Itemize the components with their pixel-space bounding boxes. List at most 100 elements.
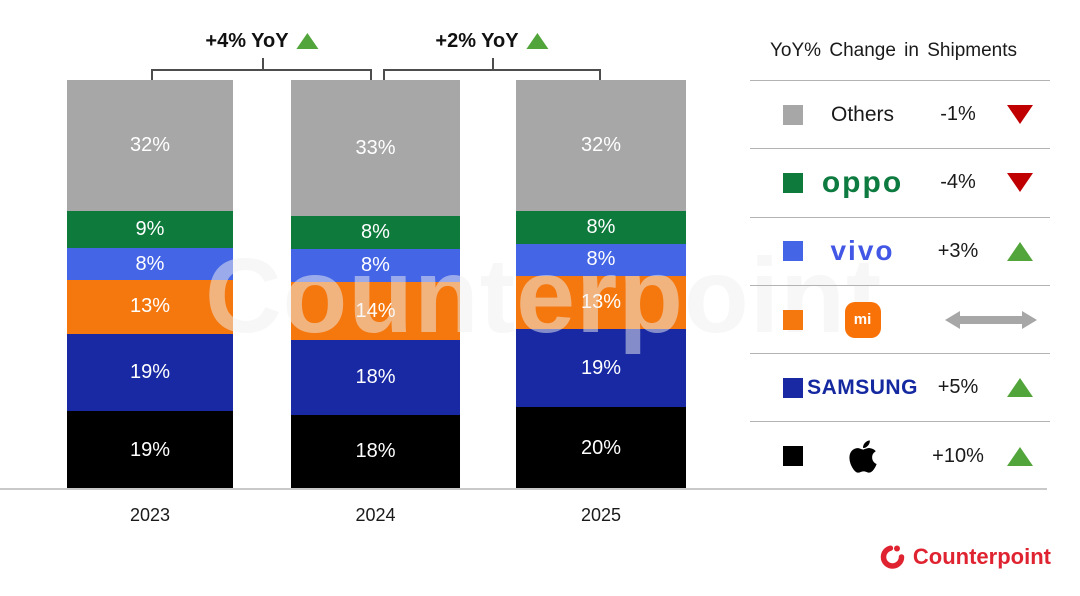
indicator-cell [994, 105, 1046, 125]
legend-row-apple: +10% [750, 421, 1050, 489]
bar-segment-apple-2025: 20% [516, 407, 686, 489]
bar-segment-samsung-2024: 18% [291, 340, 460, 415]
x-axis-label-2024: 2024 [355, 505, 396, 525]
bar-2025: 32% 8% 8% 13% 19% 20% [516, 80, 686, 489]
legend-panel: YoY% Change in Shipments Others -1% oppo -4… [750, 30, 1050, 490]
bar-segment-xiaomi-2025: 13% [516, 276, 686, 330]
apple-logo [848, 438, 877, 475]
up-triangle-icon [1007, 446, 1033, 466]
segment-value-label: 19% [129, 438, 171, 461]
bar-segment-apple-2024: 18% [291, 414, 460, 489]
xiaomi-logo: mi [844, 301, 881, 338]
bar-segment-apple-2023: 19% [67, 411, 233, 489]
segment-value-label: 18% [355, 440, 396, 463]
up-triangle-icon [1007, 241, 1033, 261]
segment-value-label: 32% [129, 133, 171, 156]
x-axis-label-2023: 2023 [129, 505, 171, 525]
flat-double-arrow-icon [945, 309, 1037, 331]
x-axis-line [0, 488, 1047, 490]
legend-swatch-oppo [783, 172, 803, 193]
legend-swatch-others [783, 104, 803, 125]
yoy-bracket-2023-2024 [151, 69, 372, 80]
legend-row-others: Others -1% [750, 80, 1050, 148]
counterpoint-icon [879, 543, 906, 570]
legend-change-value: +5% [937, 376, 979, 399]
segment-value-label: 8% [361, 221, 390, 244]
yoy-bracket-tick [492, 58, 494, 70]
segment-value-label: 13% [580, 291, 622, 314]
legend-row-samsung: SAMSUNG +5% [750, 353, 1050, 421]
segment-value-label: 20% [580, 436, 622, 459]
oppo-logo: oppo [821, 165, 904, 199]
legend-brand-cell: SAMSUNG [803, 377, 922, 398]
legend-brand-cell: Others [803, 103, 922, 127]
up-triangle-icon [1007, 378, 1033, 398]
legend-swatch-apple [783, 446, 803, 467]
yoy-annotation-text: +2% YoY [435, 29, 519, 52]
bar-segment-oppo-2024: 8% [291, 216, 460, 250]
legend-brand-cell: mi [803, 301, 922, 338]
bar-segment-samsung-2025: 19% [516, 329, 686, 408]
legend-change-value: -4% [940, 171, 976, 194]
segment-value-label: 19% [580, 356, 622, 379]
down-triangle-icon [1007, 105, 1033, 125]
bar-segment-vivo-2025: 8% [516, 243, 686, 277]
segment-value-label: 8% [135, 252, 165, 275]
up-arrow-icon [526, 33, 549, 49]
bar-2023: 32% 9% 8% 13% 19% 19% [67, 80, 233, 489]
others-label: Others [830, 102, 895, 126]
xiaomi-mi-text: mi [853, 311, 872, 329]
segment-value-label: 8% [586, 248, 616, 271]
yoy-annotation-text: +4% YoY [205, 29, 289, 52]
legend-swatch-xiaomi [783, 309, 803, 330]
indicator-cell [945, 309, 1046, 331]
bar-segment-vivo-2024: 8% [291, 249, 460, 283]
legend-row-oppo: oppo -4% [750, 148, 1050, 216]
counterpoint-wordmark: Counterpoint [912, 543, 1051, 569]
bar-segment-others-2024: 33% [291, 80, 460, 217]
legend-row-xiaomi: mi [750, 284, 1050, 353]
segment-value-label: 9% [135, 217, 165, 240]
legend-swatch-vivo [783, 241, 803, 262]
legend-change-value: +3% [937, 239, 979, 262]
bar-segment-xiaomi-2024: 14% [291, 282, 460, 341]
segment-value-label: 8% [586, 215, 616, 238]
legend-brand-cell: oppo [803, 165, 922, 199]
segment-value-label: 32% [580, 133, 622, 156]
segment-value-label: 14% [355, 299, 396, 322]
bar-segment-others-2025: 32% [516, 80, 686, 211]
indicator-cell [994, 173, 1046, 193]
segment-value-label: 18% [355, 365, 396, 388]
bar-segment-vivo-2023: 8% [67, 247, 233, 281]
bar-segment-xiaomi-2023: 13% [67, 280, 233, 334]
legend-row-vivo: vivo +3% [750, 216, 1050, 285]
vivo-logo: vivo [830, 235, 895, 267]
yoy-annotation-2023-2024: +4% YoY [205, 28, 319, 54]
segment-value-label: 33% [355, 136, 396, 159]
indicator-cell [994, 241, 1046, 261]
yoy-annotation-2024-2025: +2% YoY [435, 28, 549, 54]
legend-change-value: +10% [932, 444, 984, 467]
samsung-logo: SAMSUNG [807, 376, 918, 400]
segment-value-label: 8% [361, 254, 390, 277]
bar-segment-others-2023: 32% [67, 80, 233, 211]
counterpoint-logo: Counterpoint [879, 543, 1051, 570]
yoy-bracket-2024-2025 [383, 69, 601, 80]
bar-2024: 33% 8% 8% 14% 18% 18% [291, 80, 460, 489]
legend-title: YoY% Change in Shipments [770, 40, 1018, 61]
segment-value-label: 19% [129, 360, 171, 383]
up-arrow-icon [296, 33, 319, 49]
yoy-bracket-tick [262, 58, 264, 70]
down-triangle-icon [1007, 173, 1033, 193]
legend-rows: Others -1% oppo -4% vivo +3% mi SAMSUNG +5% +10% [750, 80, 1050, 490]
legend-brand-cell [803, 438, 922, 475]
legend-swatch-samsung [783, 377, 803, 398]
legend-change-value: -1% [940, 103, 976, 126]
x-axis-label-2025: 2025 [580, 505, 622, 525]
segment-value-label: 13% [129, 295, 171, 318]
bar-segment-oppo-2023: 9% [67, 210, 233, 248]
legend-brand-cell: vivo [803, 237, 922, 265]
indicator-cell [994, 378, 1046, 398]
